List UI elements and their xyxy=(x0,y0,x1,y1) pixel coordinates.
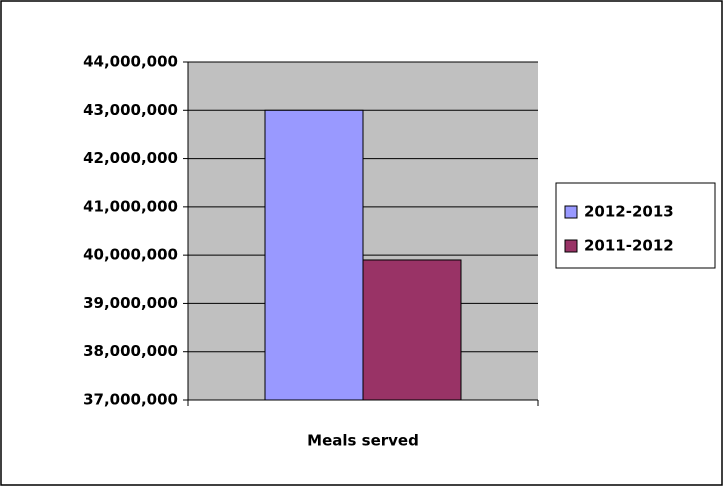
y-tick-label: 39,000,000 xyxy=(83,294,178,312)
y-tick-label: 37,000,000 xyxy=(83,391,178,409)
legend-swatch xyxy=(564,205,578,219)
x-tick-label: Meals served xyxy=(307,432,419,450)
y-tick-label: 38,000,000 xyxy=(83,342,178,360)
legend-label: 2011-2012 xyxy=(584,237,674,255)
y-tick-label: 40,000,000 xyxy=(83,246,178,264)
y-tick-label: 44,000,000 xyxy=(83,53,178,71)
bar xyxy=(362,259,462,401)
bar xyxy=(264,109,364,401)
y-tick-label: 41,000,000 xyxy=(83,197,178,215)
legend-label: 2012-2013 xyxy=(584,203,674,221)
y-tick-label: 43,000,000 xyxy=(83,101,178,119)
y-tick-label: 42,000,000 xyxy=(83,149,178,167)
legend-box xyxy=(555,182,716,269)
legend-swatch xyxy=(564,239,578,253)
